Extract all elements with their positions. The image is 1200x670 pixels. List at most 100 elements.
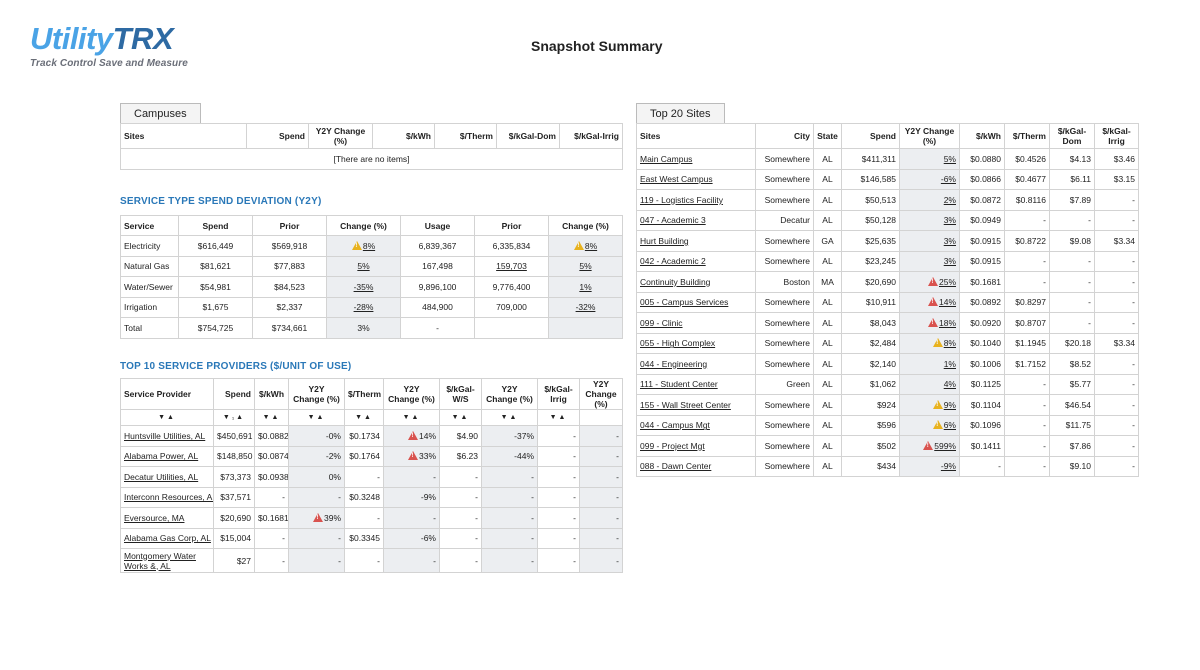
providers-table: Service Provider Spend $/kWh Y2Y Change (%)… (120, 378, 623, 573)
col-sites[interactable]: Sites (120, 123, 247, 149)
provider-link[interactable]: Alabama Gas Corp, AL (120, 527, 214, 549)
column-header[interactable]: Y2Y Change (%) (481, 378, 538, 410)
table-cell: - (579, 445, 623, 467)
site-link[interactable]: 088 - Dawn Center (636, 455, 756, 477)
table-cell: $924 (841, 394, 900, 416)
site-link[interactable]: 042 - Academic 2 (636, 250, 756, 272)
column-header[interactable]: State (813, 123, 842, 149)
table-cell: 39% (288, 507, 345, 529)
sort-arrows-icon[interactable]: ▼▲ (383, 409, 440, 426)
site-link[interactable]: East West Campus (636, 168, 756, 190)
column-header[interactable]: Y2Y Change (%) (288, 378, 345, 410)
column-header[interactable]: Y2Y Change (%) (579, 378, 623, 410)
sort-arrows-icon[interactable]: ▼▲ (537, 409, 580, 426)
column-header[interactable]: $/kGal-Irrig (1094, 123, 1139, 149)
provider-link[interactable]: Eversource, MA (120, 507, 214, 529)
column-header[interactable]: $/kGal-W/S (439, 378, 482, 410)
col-kwh[interactable]: $/kWh (372, 123, 435, 149)
table-cell: - (1049, 312, 1095, 334)
site-link[interactable]: 044 - Campus Mgt (636, 414, 756, 436)
change-value: 14% (938, 297, 956, 308)
warning-triangle-icon (927, 276, 938, 286)
col-spend[interactable]: Spend (246, 123, 309, 149)
provider-link[interactable]: Huntsville Utilities, AL (120, 425, 214, 447)
table-cell: AL (813, 435, 842, 457)
table-cell: $3.15 (1094, 168, 1139, 190)
table-cell: Somewhere (755, 168, 814, 190)
column-header[interactable]: Sites (636, 123, 756, 149)
table-row: Main Campus Somewhere AL $411,311 5% $0.0880 $… (636, 148, 1139, 170)
table-cell: - (439, 486, 482, 508)
sort-arrows-icon[interactable]: ▼▲ (481, 409, 538, 426)
site-link[interactable]: Main Campus (636, 148, 756, 170)
table-cell: - (1094, 209, 1139, 231)
site-link[interactable]: 055 - High Complex (636, 332, 756, 354)
table-cell: $148,850 (213, 445, 255, 467)
table-cell: AL (813, 148, 842, 170)
table-cell: $7.89 (1049, 189, 1095, 211)
sort-arrows-icon[interactable]: ▼▲ (439, 409, 482, 426)
change-value: 599% (934, 440, 956, 451)
column-header[interactable]: Spend (213, 378, 255, 410)
table-cell: $0.1411 (959, 435, 1005, 457)
site-link[interactable]: Hurt Building (636, 230, 756, 252)
sort-arrows-icon[interactable]: ▼▲ (288, 409, 345, 426)
sort-arrows-icon[interactable] (579, 409, 623, 426)
sort-arrows-icon[interactable]: ▼▲ (254, 409, 289, 426)
provider-link[interactable]: Alabama Power, AL (120, 445, 214, 467)
table-cell: 8% (548, 235, 623, 257)
table-cell: $50,513 (841, 189, 900, 211)
provider-link[interactable]: Interconn Resources, AL (120, 486, 214, 508)
table-row: Hurt Building Somewhere GA $25,635 3% $0.0915… (636, 230, 1139, 252)
site-link[interactable]: Continuity Building (636, 271, 756, 293)
table-cell: $754,725 (178, 317, 253, 339)
column-header[interactable]: $/kWh (959, 123, 1005, 149)
provider-link[interactable]: Decatur Utilities, AL (120, 466, 214, 488)
table-cell: $0.0866 (959, 168, 1005, 190)
column-header[interactable]: Spend (841, 123, 900, 149)
site-link[interactable]: 005 - Campus Services (636, 291, 756, 313)
col-kgal-irrig[interactable]: $/kGal-Irrig (559, 123, 623, 149)
table-cell: $0.0874 (254, 445, 289, 467)
column-header[interactable]: City (755, 123, 814, 149)
site-link[interactable]: 099 - Clinic (636, 312, 756, 334)
column-header[interactable]: $/kGal-Irrig (537, 378, 580, 410)
col-therm[interactable]: $/Therm (434, 123, 497, 149)
table-cell: $2,337 (252, 296, 327, 318)
change-value: 8% (584, 240, 598, 251)
column-header[interactable]: $/kGal-Dom (1049, 123, 1095, 149)
warning-triangle-icon (351, 240, 362, 250)
col-y2y[interactable]: Y2Y Change (%) (308, 123, 373, 149)
table-cell: - (1004, 271, 1050, 293)
table-cell: 6% (899, 414, 960, 436)
site-link[interactable]: 111 - Student Center (636, 373, 756, 395)
column-header[interactable]: Service Provider (120, 378, 214, 410)
column-header[interactable]: $/Therm (344, 378, 384, 410)
table-cell: 159,703 (474, 255, 549, 277)
column-header[interactable]: Y2Y Change (%) (899, 123, 960, 149)
column-header[interactable]: $/Therm (1004, 123, 1050, 149)
table-cell: Somewhere (755, 312, 814, 334)
sort-arrows-icon[interactable]: ▼▲ (120, 409, 214, 426)
column-header[interactable]: $/kWh (254, 378, 289, 410)
site-link[interactable]: 119 - Logistics Facility (636, 189, 756, 211)
table-cell: - (439, 527, 482, 549)
site-link[interactable]: 099 - Project Mgt (636, 435, 756, 457)
site-link[interactable]: 044 - Engineering (636, 353, 756, 375)
table-cell: Somewhere (755, 291, 814, 313)
table-cell: $4.90 (439, 425, 482, 447)
sort-arrows-icon[interactable]: ▼▲ (344, 409, 384, 426)
provider-link[interactable]: Montgomery Water Works &, AL (120, 548, 214, 573)
table-cell: $20.18 (1049, 332, 1095, 354)
site-link[interactable]: 047 - Academic 3 (636, 209, 756, 231)
table-row: East West Campus Somewhere AL $146,585 -6% $0… (636, 168, 1139, 190)
column-header[interactable]: Y2Y Change (%) (383, 378, 440, 410)
site-link[interactable]: 155 - Wall Street Center (636, 394, 756, 416)
tab-campuses[interactable]: Campuses (120, 103, 201, 123)
table-cell: 9% (899, 394, 960, 416)
table-cell: - (481, 548, 538, 573)
sort-arrows-icon[interactable]: ▼₁▲ (213, 409, 255, 426)
table-cell: 1% (548, 276, 623, 298)
tab-top-20-sites[interactable]: Top 20 Sites (636, 103, 725, 123)
col-kgal-dom[interactable]: $/kGal-Dom (496, 123, 560, 149)
